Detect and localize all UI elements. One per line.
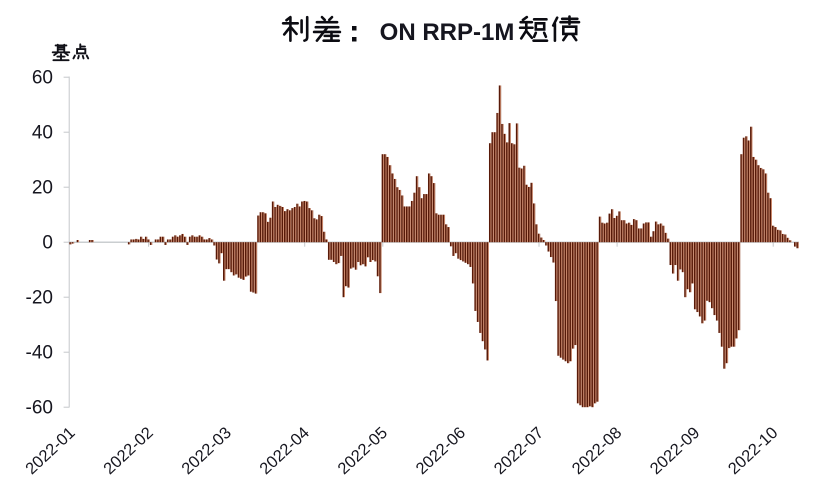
svg-text:ON RRP-1M: ON RRP-1M [380, 19, 515, 46]
svg-text:-20: -20 [26, 287, 53, 308]
svg-text:60: 60 [32, 67, 53, 88]
svg-text:20: 20 [32, 177, 53, 198]
svg-text:0: 0 [42, 232, 53, 253]
svg-text:40: 40 [32, 122, 53, 143]
svg-text:-40: -40 [26, 342, 53, 363]
svg-text:-60: -60 [26, 397, 53, 418]
